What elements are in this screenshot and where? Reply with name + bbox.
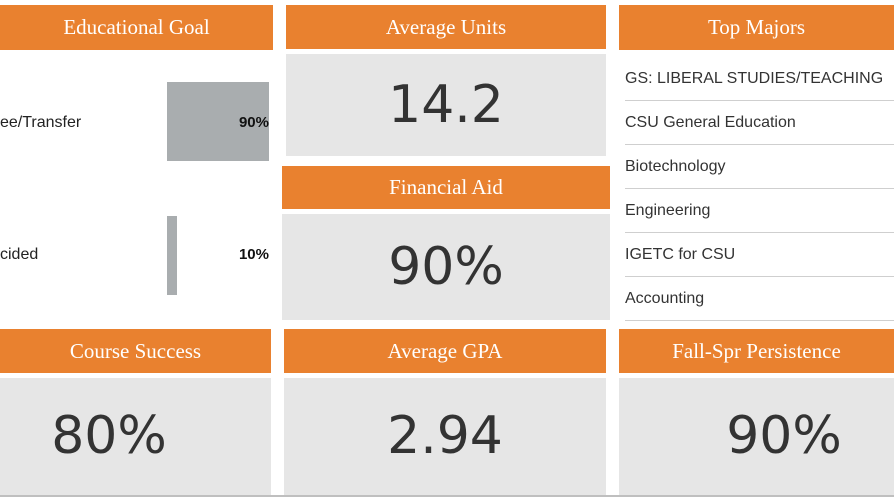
- average-gpa-value: 2.94: [387, 406, 503, 466]
- major-item: CSU General Education: [625, 101, 894, 145]
- average-units-header: Average Units: [286, 5, 606, 49]
- course-success-title: Course Success: [69, 339, 202, 363]
- financial-aid-header: Financial Aid: [282, 166, 610, 209]
- major-item: IGETC for CSU: [625, 233, 894, 277]
- goal-percent-transfer: 90%: [238, 114, 269, 131]
- goal-percent-undecided: 10%: [238, 246, 269, 263]
- average-units-panel: [286, 54, 606, 156]
- financial-aid-title: Financial Aid: [389, 175, 503, 199]
- goal-bar-transfer: [167, 82, 269, 161]
- average-gpa-header: Average GPA: [284, 329, 606, 373]
- goal-bar-undecided: [167, 216, 177, 295]
- top-majors-header: Top Majors: [619, 5, 894, 50]
- financial-aid-value: 90%: [388, 237, 504, 297]
- bottom-divider: [0, 495, 894, 497]
- average-gpa-panel: [284, 378, 606, 495]
- course-success-header: Course Success: [0, 329, 271, 373]
- persistence-value: 90%: [726, 406, 842, 466]
- goal-label-undecided: cided: [0, 246, 39, 263]
- course-success-panel: [0, 378, 271, 495]
- goal-label-transfer: ee/Transfer: [0, 114, 82, 131]
- average-gpa-title: Average GPA: [387, 339, 503, 363]
- major-item: Biotechnology: [625, 145, 894, 189]
- average-units-title: Average Units: [385, 15, 507, 39]
- course-success-value: 80%: [51, 406, 167, 466]
- major-item: Accounting: [625, 277, 894, 321]
- average-units-value: 14.2: [388, 75, 504, 135]
- top-majors-title: Top Majors: [707, 15, 806, 39]
- major-item: Engineering: [625, 189, 894, 233]
- persistence-header: Fall-Spr Persistence: [619, 329, 894, 373]
- educational-goal-header: Educational Goal: [0, 5, 273, 50]
- major-item: GS: LIBERAL STUDIES/TEACHING: [625, 57, 894, 101]
- educational-goal-title: Educational Goal: [63, 15, 210, 39]
- persistence-title: Fall-Spr Persistence: [672, 339, 841, 363]
- financial-aid-panel: [282, 214, 610, 320]
- persistence-panel: [619, 378, 894, 495]
